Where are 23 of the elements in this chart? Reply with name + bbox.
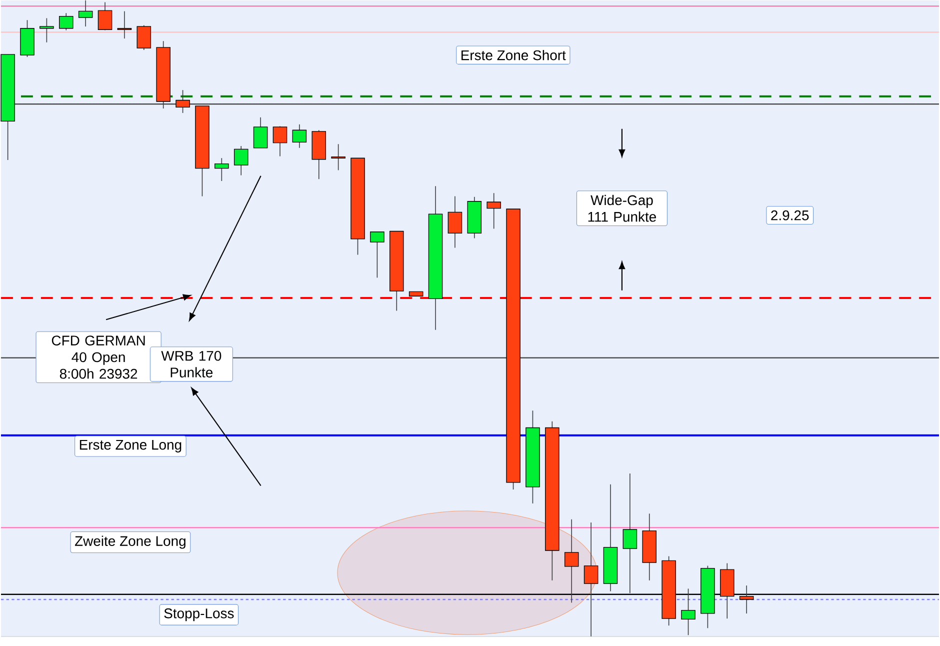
candlestick [486,192,501,230]
annotation: WRB 170 Punkte [161,351,222,378]
candlestick [234,146,248,176]
candlestick [331,144,346,171]
candlestick [214,158,229,182]
candlestick [448,196,462,248]
candlestick [58,12,74,31]
candlestick [253,117,268,149]
candlestick [98,2,112,31]
annotation: Erste Zone Long [80,440,182,453]
annotation: Zweite Zone Long [74,536,186,550]
annotation: Erste Zone Short [462,50,566,60]
candlestick [136,25,152,51]
candlestick [370,232,384,278]
annotation: CFD GERMAN 40 Open 8:00h 23932 [52,336,145,380]
annotation: Stopp-Loss [164,608,234,622]
text: 2.9.25 [771,210,809,221]
candlestick [78,0,93,28]
candlestick [40,18,54,44]
candlestick [292,124,307,149]
candlestick [272,126,288,157]
candlestick [117,11,132,40]
annotation: Wide-Gap 111 Punkte [588,195,656,222]
